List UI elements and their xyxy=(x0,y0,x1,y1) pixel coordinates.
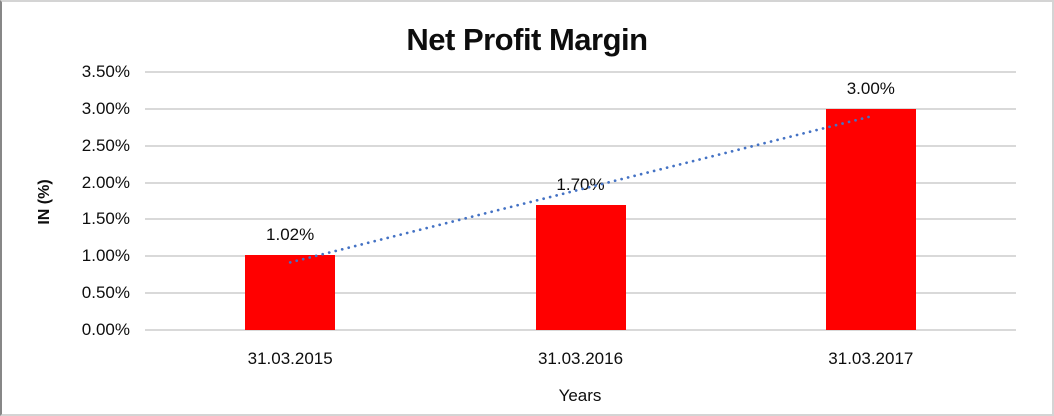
x-axis-category-label: 31.03.2017 xyxy=(828,349,914,368)
bar-data-label: 1.02% xyxy=(266,224,315,244)
gridline xyxy=(145,71,1016,73)
bar-data-label: 1.70% xyxy=(556,174,605,194)
x-axis-category-label: 31.03.2016 xyxy=(537,349,624,368)
y-axis-tick-label: 0.50% xyxy=(81,283,130,303)
y-axis-tick-label: 0.00% xyxy=(81,320,130,339)
y-axis-tick-label: 3.50% xyxy=(81,62,130,81)
y-axis-tick-label: 1.00% xyxy=(81,246,130,266)
bar xyxy=(245,254,336,330)
gridline xyxy=(145,107,1016,110)
bar xyxy=(535,204,626,330)
chart-title: Net Profit Margin xyxy=(406,22,648,57)
bar-data-label: 3.00% xyxy=(846,78,895,98)
x-axis-category-label: 31.03.2015 xyxy=(247,349,333,368)
y-axis-tick-label: 2.00% xyxy=(81,172,130,192)
y-axis-tick-label: 1.50% xyxy=(81,209,130,229)
gridline xyxy=(145,329,1016,331)
y-axis-tick-label: 3.00% xyxy=(81,98,130,118)
bar xyxy=(825,108,916,330)
x-axis-title: Years xyxy=(558,386,602,405)
y-axis-tick-label: 2.50% xyxy=(81,135,130,155)
